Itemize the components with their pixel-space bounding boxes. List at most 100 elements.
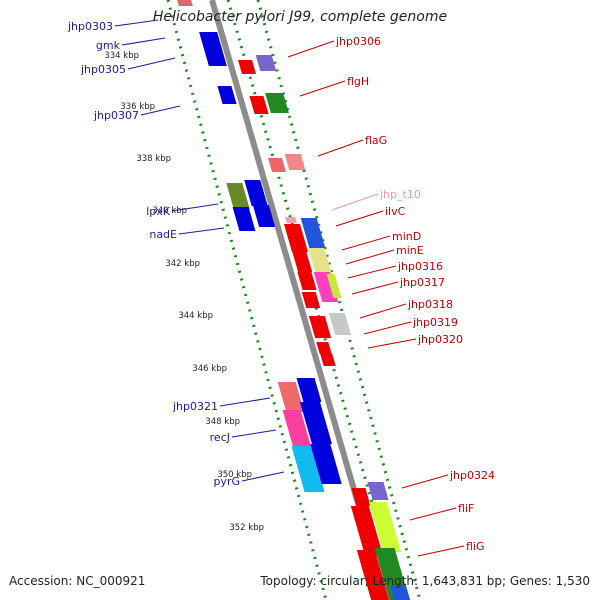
tick-label: 352 kbp xyxy=(229,523,264,533)
gene-mark xyxy=(232,207,256,231)
leader-line xyxy=(219,397,271,407)
gene-mark xyxy=(301,292,321,308)
leader-line xyxy=(317,139,364,157)
gene-mark xyxy=(367,482,389,500)
gene-mark xyxy=(277,382,305,412)
leader-line xyxy=(178,227,225,235)
leader-line xyxy=(347,265,397,279)
gene-mark xyxy=(291,250,313,272)
gene-mark xyxy=(249,96,269,114)
gene-mark xyxy=(351,488,371,506)
gene-mark xyxy=(244,180,268,206)
gene-mark xyxy=(284,154,306,170)
gene-label-jhp_t10: jhp_t10 xyxy=(379,188,421,201)
tick-label: 342 kbp xyxy=(165,259,200,269)
gene-label-minD: minD xyxy=(392,230,421,243)
tick-label: 344 kbp xyxy=(178,311,213,321)
dotted-ring-2 xyxy=(256,0,422,600)
leader-line xyxy=(241,471,285,482)
gene-label-minE: minE xyxy=(396,244,424,257)
gene-mark xyxy=(265,93,289,113)
gene-label-jhp0307: jhp0307 xyxy=(93,109,139,122)
gene-mark xyxy=(389,585,411,600)
leader-line xyxy=(367,338,417,349)
gene-label-recJ: recJ xyxy=(210,431,230,444)
dotted-ring-0 xyxy=(166,0,328,600)
map-title: Helicobacter pylori J99, complete genome xyxy=(152,9,448,25)
leader-line xyxy=(409,507,457,521)
gene-label-jhp0320: jhp0320 xyxy=(417,333,463,346)
gene-label-jhp0319: jhp0319 xyxy=(412,316,458,329)
gene-mark xyxy=(320,354,336,366)
gene-label-jhp0316: jhp0316 xyxy=(397,260,443,273)
tick-label: 348 kbp xyxy=(205,417,240,427)
gene-mark xyxy=(285,217,297,223)
gene-mark xyxy=(237,60,257,74)
leader-line xyxy=(417,545,465,557)
gene-mark xyxy=(299,402,333,444)
gene-label-jhp0306: jhp0306 xyxy=(335,35,381,48)
gene-mark xyxy=(283,224,309,252)
leader-line xyxy=(171,203,219,212)
gene-mark xyxy=(252,205,276,227)
accession-text: Accession: NC_000921 xyxy=(9,574,146,588)
gene-label-ilvC: ilvC xyxy=(385,205,406,218)
gene-mark xyxy=(177,0,193,6)
tick-label: 346 kbp xyxy=(192,364,227,374)
gene-label-jhp0324: jhp0324 xyxy=(449,469,495,482)
gene-mark xyxy=(310,444,342,484)
leader-line xyxy=(287,40,335,58)
tick-label: 338 kbp xyxy=(136,154,171,164)
gene-mark xyxy=(308,316,332,338)
gene-mark xyxy=(350,506,384,556)
gene-mark xyxy=(267,158,287,172)
gene-label-fliF: fliF xyxy=(458,502,474,515)
gene-label-jhp0321: jhp0321 xyxy=(172,400,218,413)
gene-mark xyxy=(255,55,277,71)
gene-mark xyxy=(217,86,237,104)
gene-label-jhp0303: jhp0303 xyxy=(67,20,113,33)
gene-label-fliG: fliG xyxy=(466,540,485,553)
tick-label: 334 kbp xyxy=(104,51,139,61)
gene-mark xyxy=(316,342,332,354)
leader-line xyxy=(140,105,181,116)
gene-label-nadE: nadE xyxy=(149,228,177,241)
leader-line xyxy=(341,235,391,251)
gene-mark xyxy=(300,218,326,248)
gene-mark xyxy=(226,183,250,209)
gene-label-jhp0305: jhp0305 xyxy=(80,63,126,76)
leader-line xyxy=(299,80,346,97)
gene-mark xyxy=(356,550,390,600)
genome-summary: Topology: circular; Length: 1,643,831 bp… xyxy=(260,574,590,588)
leader-line xyxy=(359,303,407,319)
gene-mark xyxy=(296,378,322,402)
gene-mark xyxy=(326,274,342,298)
gene-label-pyrG: pyrG xyxy=(213,475,240,488)
gene-mark xyxy=(313,272,339,302)
gene-mark xyxy=(368,502,402,552)
leader-line xyxy=(335,210,384,227)
gene-mark xyxy=(328,313,352,335)
gene-label-gmk: gmk xyxy=(96,39,121,52)
gene-mark xyxy=(282,410,312,448)
tick-label: 350 kbp xyxy=(217,470,252,480)
gene-label-jhp0317: jhp0317 xyxy=(399,276,445,289)
leader-line xyxy=(345,249,395,265)
leader-line xyxy=(363,321,412,335)
gene-mark xyxy=(308,248,332,274)
leader-line xyxy=(114,19,159,27)
leader-line xyxy=(331,193,379,211)
gene-label-lpxK: lpxK xyxy=(146,205,171,218)
leader-line xyxy=(401,474,449,489)
gene-mark xyxy=(291,446,325,492)
gene-label-flgH: flgH xyxy=(347,75,369,88)
gene-label-flaG: flaG xyxy=(365,134,387,147)
tick-label: 340 kbp xyxy=(152,206,187,216)
leader-line xyxy=(127,57,176,70)
leader-line xyxy=(121,37,166,46)
gene-label-jhp0318: jhp0318 xyxy=(407,298,453,311)
leader-line xyxy=(231,429,277,438)
tick-label: 336 kbp xyxy=(120,102,155,112)
leader-line xyxy=(351,281,399,295)
